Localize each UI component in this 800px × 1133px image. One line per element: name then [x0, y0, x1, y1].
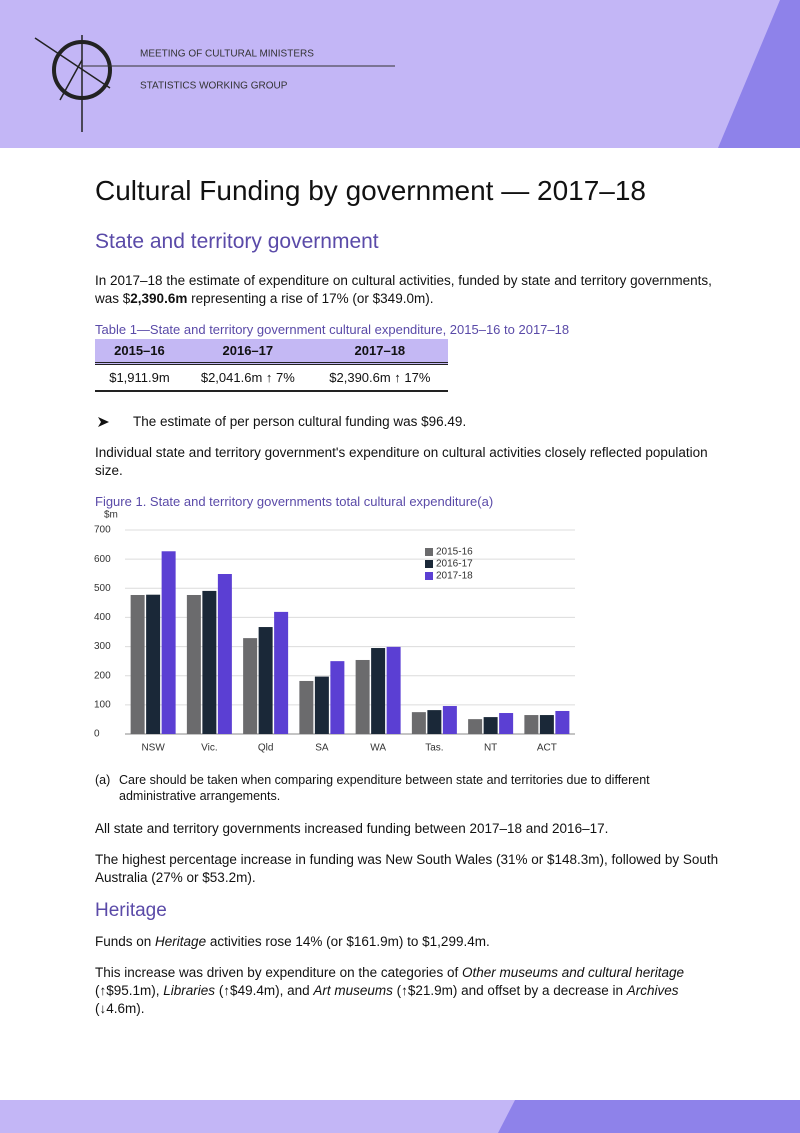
th: 2017–18 [311, 339, 448, 365]
legend-swatch [425, 548, 433, 556]
table-caption: Table 1—State and territory government c… [95, 322, 570, 337]
bar [274, 611, 289, 734]
paragraph: Funds on Heritage activities rose 14% (o… [95, 933, 725, 951]
text: Funds on [95, 934, 156, 949]
bar [161, 551, 176, 734]
paragraph: This increase was driven by expenditure … [95, 964, 725, 1018]
bar [355, 659, 370, 734]
legend-swatch [425, 572, 433, 580]
bar [186, 594, 201, 734]
bar [483, 717, 498, 734]
y-tick-label: 600 [94, 554, 111, 565]
text-italic: Art museums [313, 983, 393, 998]
y-tick-label: 700 [94, 525, 111, 536]
legend-label: 2016-17 [436, 559, 473, 570]
bar [217, 574, 232, 734]
bar [539, 715, 554, 734]
text-bold: 2,390.6m [130, 291, 188, 306]
paragraph: Individual state and territory governmen… [95, 445, 708, 478]
chart: $m 0 100 200 300 400 500 600 700 NSW Vic. Qld SA WA T… [94, 510, 575, 754]
y-tick-label: 300 [94, 641, 111, 652]
text: (↑$21.9m) and offset by a decrease in [392, 983, 627, 998]
bar [468, 719, 483, 734]
y-tick-label: 200 [94, 670, 111, 681]
bar [442, 706, 457, 734]
paragraph: All state and territory governments incr… [95, 821, 609, 836]
text: representing a rise of 17% (or $349.0m). [187, 291, 434, 306]
bar [299, 680, 314, 734]
legend-swatch [425, 560, 433, 568]
x-tick-label: WA [370, 743, 386, 754]
bullet-arrow [98, 417, 109, 427]
th: 2015–16 [95, 339, 184, 365]
x-tick-label: Vic. [201, 743, 218, 754]
text-italic: Heritage [155, 934, 207, 949]
legend-label: 2017-18 [436, 571, 473, 582]
paragraph: The highest percentage increase in fundi… [95, 852, 719, 885]
y-tick-label: 100 [94, 699, 111, 710]
text: (↓4.6m). [95, 1001, 145, 1016]
header-band: MEETING OF CULTURAL MINISTERS STATISTICS… [0, 0, 800, 148]
bar [314, 676, 329, 734]
legend-label: 2015-16 [436, 547, 473, 558]
org-name: MEETING OF CULTURAL MINISTERS [140, 49, 314, 60]
bar [202, 590, 217, 734]
text: (↑$95.1m), [95, 983, 164, 998]
text-italic: Libraries [163, 983, 216, 998]
x-tick-label: ACT [537, 743, 557, 754]
table: 2015–16 2016–17 2017–18 $1,911.9m $2,041.6m… [95, 339, 448, 392]
bar [130, 594, 145, 734]
section-heading: State and territory government [95, 230, 379, 253]
x-tick-label: Tas. [425, 743, 443, 754]
group-name: STATISTICS WORKING GROUP [140, 81, 288, 92]
bar [330, 661, 345, 734]
text-italic: Archives [626, 983, 679, 998]
td: $2,041.6m ↑ 7% [183, 363, 312, 392]
bar [146, 594, 161, 734]
y-tick-label: 500 [94, 583, 111, 594]
y-axis-label: $m [104, 510, 118, 521]
footnote: (a) Care should be taken when comparing e… [95, 772, 729, 804]
bar [499, 713, 514, 734]
td: $2,390.6m ↑ 17% [311, 363, 448, 392]
x-tick-label: NSW [141, 743, 165, 754]
page-title: Cultural Funding by government — 2017–18 [95, 175, 647, 206]
bar [371, 648, 386, 734]
x-tick-label: SA [315, 743, 329, 754]
text: This increase was driven by expenditure … [95, 965, 462, 980]
bar [555, 710, 570, 734]
td: $1,911.9m [95, 363, 184, 392]
heritage-heading: Heritage [95, 900, 167, 921]
bar [411, 712, 426, 734]
th: 2016–17 [183, 339, 312, 365]
footer-band [0, 1100, 800, 1133]
text: activities rose 14% (or $161.9m) to $1,2… [206, 934, 490, 949]
text-italic: Other museums and cultural heritage [461, 965, 685, 980]
bar [524, 715, 539, 734]
bar [427, 710, 442, 734]
footnote-text: Care should be taken when comparing expe… [119, 773, 650, 803]
bar [386, 646, 401, 734]
bullet: The estimate of per person cultural fund… [133, 414, 467, 429]
text: In 2017–18 the estimate of expenditure o… [95, 273, 712, 306]
chart-title: Figure 1. State and territory government… [95, 494, 494, 509]
intro: In 2017–18 the estimate of expenditure o… [95, 272, 725, 308]
bar [258, 627, 273, 734]
x-tick-label: Qld [258, 743, 274, 754]
y-tick-label: 400 [94, 612, 111, 623]
y-tick-label: 0 [94, 729, 100, 740]
footnote-marker: (a) [95, 773, 111, 787]
text: (↑$49.4m), and [215, 983, 314, 998]
x-tick-label: NT [484, 743, 497, 754]
bar [243, 638, 258, 734]
